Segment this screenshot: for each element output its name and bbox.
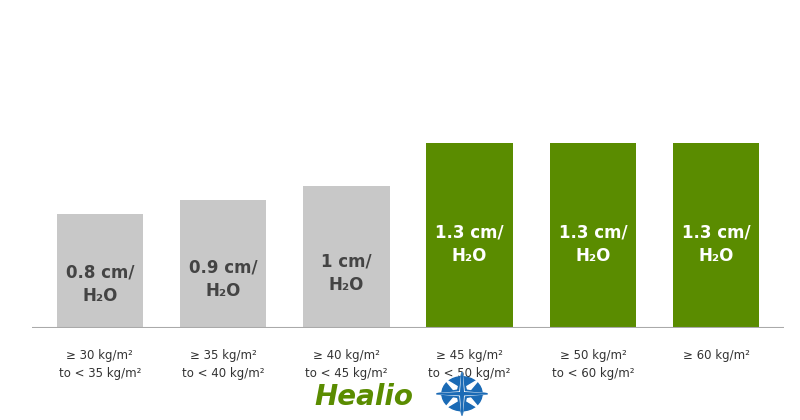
Bar — [303, 186, 390, 328]
Text: 1.3 cm/
H₂O: 1.3 cm/ H₂O — [435, 224, 504, 265]
Polygon shape — [462, 392, 487, 396]
Bar — [550, 143, 636, 328]
Polygon shape — [462, 389, 487, 398]
Text: 1.3 cm/
H₂O: 1.3 cm/ H₂O — [682, 224, 750, 265]
Text: 0.8 cm/
H₂O: 0.8 cm/ H₂O — [66, 264, 134, 305]
Polygon shape — [459, 391, 479, 409]
Polygon shape — [457, 372, 467, 394]
Text: ≥ 40 kg/m²
to < 45 kg/m²: ≥ 40 kg/m² to < 45 kg/m² — [305, 349, 388, 381]
Polygon shape — [461, 372, 463, 394]
Text: ≥ 45 kg/m²
to < 50 kg/m²: ≥ 45 kg/m² to < 50 kg/m² — [429, 349, 511, 381]
Text: 0.9 cm/
H₂O: 0.9 cm/ H₂O — [189, 258, 258, 300]
Polygon shape — [460, 372, 464, 394]
Text: Median PAP changes after weight reduction surgery/procedure:: Median PAP changes after weight reductio… — [14, 29, 800, 49]
Polygon shape — [437, 389, 462, 398]
Polygon shape — [437, 393, 462, 395]
Polygon shape — [445, 379, 465, 396]
Polygon shape — [457, 394, 467, 415]
Polygon shape — [459, 379, 479, 396]
Bar — [673, 143, 759, 328]
Text: ≥ 60 kg/m²: ≥ 60 kg/m² — [682, 349, 750, 362]
Bar — [180, 200, 266, 328]
Text: ≥ 50 kg/m²
to < 60 kg/m²: ≥ 50 kg/m² to < 60 kg/m² — [552, 349, 634, 381]
Bar — [57, 214, 143, 328]
Polygon shape — [460, 394, 464, 415]
Text: 1 cm/
H₂O: 1 cm/ H₂O — [321, 253, 372, 294]
Text: 1.3 cm/
H₂O: 1.3 cm/ H₂O — [558, 224, 627, 265]
Circle shape — [442, 377, 482, 411]
Bar — [426, 143, 513, 328]
Text: Healio: Healio — [314, 383, 414, 411]
Polygon shape — [462, 393, 487, 395]
Polygon shape — [445, 391, 465, 409]
Text: ≥ 35 kg/m²
to < 40 kg/m²: ≥ 35 kg/m² to < 40 kg/m² — [182, 349, 264, 381]
Text: ≥ 30 kg/m²
to < 35 kg/m²: ≥ 30 kg/m² to < 35 kg/m² — [58, 349, 141, 381]
Polygon shape — [437, 392, 462, 396]
Polygon shape — [461, 394, 463, 415]
